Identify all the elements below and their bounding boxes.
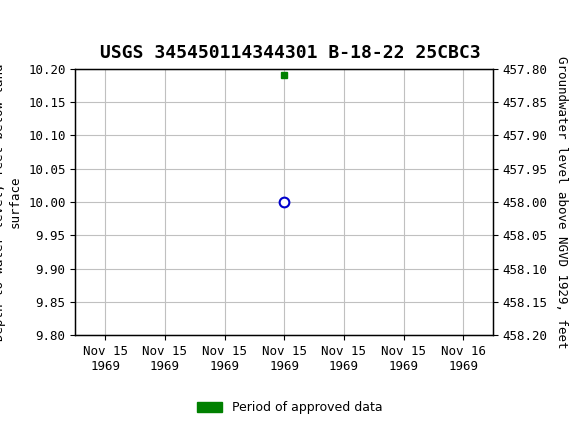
Y-axis label: Groundwater level above NGVD 1929, feet: Groundwater level above NGVD 1929, feet — [554, 56, 568, 348]
Y-axis label: Depth to water level, feet below land
surface: Depth to water level, feet below land su… — [0, 63, 21, 341]
Legend: Period of approved data: Period of approved data — [192, 396, 388, 419]
Text: USGS 345450114344301 B-18-22 25CBC3: USGS 345450114344301 B-18-22 25CBC3 — [100, 44, 480, 62]
Text: ≡USGS: ≡USGS — [12, 16, 99, 36]
